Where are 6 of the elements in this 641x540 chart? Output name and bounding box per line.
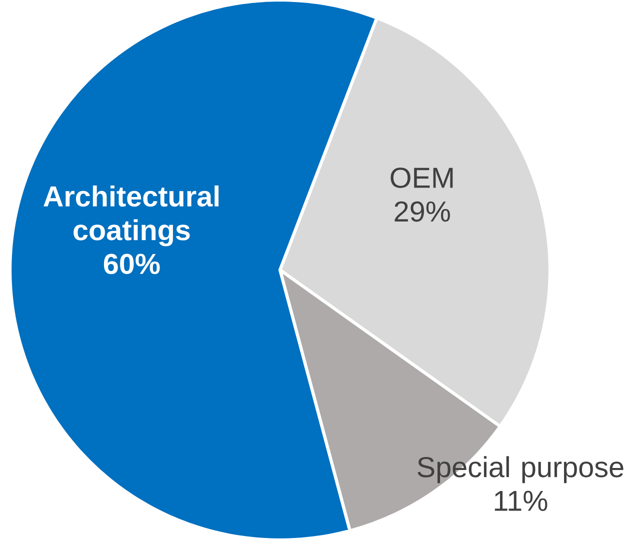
data-label: 29%	[394, 201, 450, 222]
data-label: 11%	[494, 490, 548, 511]
slice-label: Architectural coatings	[44, 185, 219, 246]
slice-label: Special purpose	[418, 456, 624, 484]
slice-label: OEM	[390, 168, 453, 188]
data-label: 60%	[104, 254, 160, 274]
